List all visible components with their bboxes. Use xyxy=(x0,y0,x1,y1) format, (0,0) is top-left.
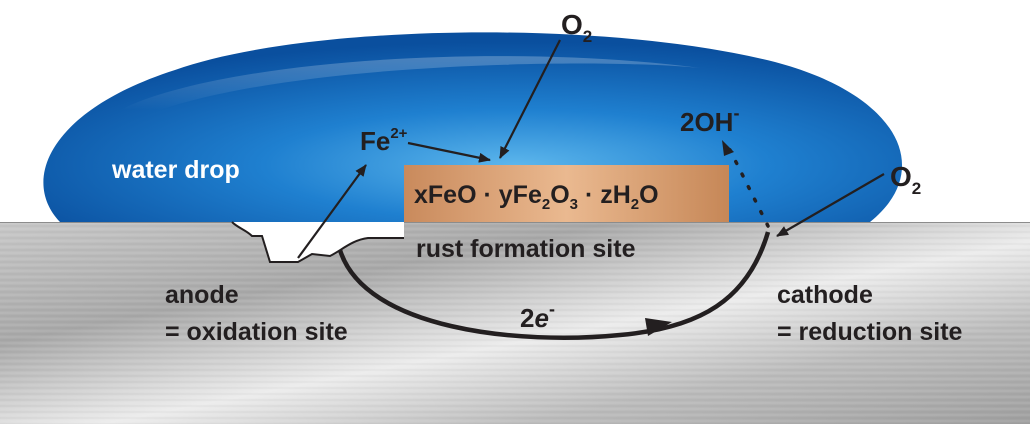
electron-flow-arrow-head xyxy=(645,318,672,336)
electron-label: 2e- xyxy=(520,299,555,333)
o2-top-label: O2 xyxy=(561,9,592,46)
rust-site-label: rust formation site xyxy=(416,235,636,263)
metal-surface xyxy=(0,222,1030,424)
hydroxide-label: 2OH- xyxy=(680,103,739,137)
anode-pit-outline xyxy=(231,221,404,263)
anode-label-line2: = oxidation site xyxy=(165,318,348,346)
o2-right-label: O2 xyxy=(890,161,921,198)
rust-deposit xyxy=(404,165,729,222)
o2-top-arrow xyxy=(499,39,561,159)
fe-ion-label: Fe2+ xyxy=(360,125,408,156)
water-drop-label: water drop xyxy=(111,156,240,184)
cathode-label-line1: cathode xyxy=(777,281,873,309)
cathode-label-line2: = reduction site xyxy=(777,318,963,346)
fe-to-rust-arrow xyxy=(407,141,491,163)
hydroxide-arrow-head xyxy=(722,140,734,156)
o2-right-arrow xyxy=(776,173,885,237)
rust-formula: xFeO · yFe2O3 · zH2O xyxy=(414,181,659,215)
anode-label-line1: anode xyxy=(165,281,239,309)
hydroxide-dotted-arrow xyxy=(728,148,770,228)
fe-ion-arrow xyxy=(297,164,367,259)
electron-flow-arc xyxy=(337,231,771,340)
